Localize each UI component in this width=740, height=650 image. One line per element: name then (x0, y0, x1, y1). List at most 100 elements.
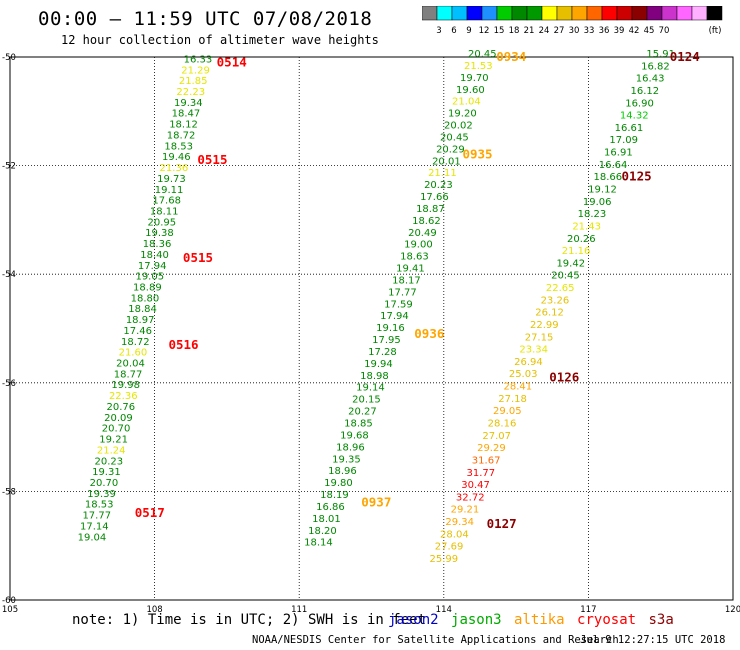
wave-height-value: 19.68 (340, 430, 369, 441)
wave-height-value: 16.82 (641, 61, 670, 72)
colorbar-label: 36 (599, 26, 610, 36)
colorbar-label: 6 (451, 26, 456, 36)
wave-height-value: 21.29 (181, 65, 210, 76)
wave-height-value: 17.77 (388, 287, 417, 298)
wave-height-value: 21.36 (160, 163, 189, 174)
wave-height-value: 19.60 (456, 85, 485, 96)
colorbar-label: 42 (629, 26, 640, 36)
pass-time-label: 0125 (622, 168, 652, 183)
legend-entry: cryosat (577, 612, 645, 628)
wave-height-value: 17.95 (372, 335, 401, 346)
wave-height-value: 17.09 (609, 135, 638, 146)
wave-height-value: 29.21 (451, 505, 480, 516)
satellite-legend: jason2 jason3 altika cryosat s3a (388, 612, 678, 628)
wave-height-value: 20.45 (468, 49, 497, 60)
wave-height-value: 17.14 (80, 521, 109, 532)
wave-height-value: 18.53 (164, 141, 193, 152)
wave-height-value: 19.11 (155, 185, 184, 196)
wave-height-value: 21.60 (119, 348, 148, 359)
legend-entry: jason3 (451, 612, 511, 628)
lon-label: 111 (291, 605, 307, 615)
wave-height-value: 20.04 (116, 359, 145, 370)
wave-height-value: 16.64 (599, 160, 628, 171)
wave-height-value: 28.41 (504, 382, 533, 393)
wave-height-value: 29.29 (477, 443, 506, 454)
wave-height-value: 21.11 (428, 168, 457, 179)
wave-height-value: 18.01 (312, 514, 341, 525)
wave-height-value: 17.66 (420, 192, 449, 203)
wave-height-value: 27.15 (525, 332, 554, 343)
colorbar-label: (ft) (709, 26, 722, 36)
wave-height-value: 18.89 (133, 282, 162, 293)
wave-height-value: 19.73 (157, 174, 186, 185)
colorbar-label: 33 (584, 26, 595, 36)
pass-time-label: 0935 (462, 147, 492, 162)
wave-height-value: 17.28 (368, 347, 397, 358)
wave-height-value: 20.95 (148, 217, 177, 228)
wave-height-value: 16.90 (625, 98, 654, 109)
wave-height-value: 17.46 (123, 326, 152, 337)
wave-height-value: 18.62 (412, 216, 441, 227)
wave-height-value: 17.68 (152, 196, 181, 207)
wave-height-value: 18.23 (578, 209, 607, 220)
wave-height-value: 17.59 (384, 299, 413, 310)
wave-height-value: 19.04 (78, 532, 107, 543)
wave-height-value: 19.31 (92, 467, 121, 478)
wave-height-value: 20.23 (424, 180, 453, 191)
wave-height-value: 16.86 (316, 502, 345, 513)
lat-label: -52 (2, 162, 16, 172)
wave-height-value: 28.04 (440, 529, 469, 540)
colorbar-label: 3 (436, 26, 441, 36)
pass-time-label: 0516 (168, 337, 198, 352)
wave-height-value: 16.43 (636, 74, 665, 85)
colorbar-swatch (706, 6, 723, 21)
wave-height-value: 16.91 (604, 148, 633, 159)
wave-height-value: 18.47 (172, 109, 201, 120)
wave-height-value: 18.14 (304, 538, 333, 549)
wave-height-value: 20.76 (107, 402, 136, 413)
wave-height-value: 19.42 (556, 258, 585, 269)
wave-height-value: 21.85 (179, 76, 208, 87)
wave-height-value: 21.24 (97, 445, 126, 456)
wave-height-value: 18.20 (308, 526, 337, 537)
wave-height-value: 21.53 (464, 61, 493, 72)
wave-height-value: 20.70 (102, 424, 131, 435)
wave-height-value: 18.12 (169, 120, 198, 131)
wave-height-value: 19.39 (87, 489, 116, 500)
wave-height-value: 20.02 (444, 121, 473, 132)
wave-height-value: 17.94 (138, 261, 167, 272)
wave-height-value: 19.16 (376, 323, 405, 334)
colorbar-label: 30 (569, 26, 580, 36)
legend-entry: altika (514, 612, 574, 628)
wave-height-value: 16.33 (184, 54, 213, 65)
pass-time-label: 0126 (549, 369, 579, 384)
wave-height-value: 20.45 (551, 271, 580, 282)
lat-label: -56 (2, 379, 16, 389)
pass-time-label: 0124 (670, 49, 700, 64)
wave-height-value: 18.98 (360, 371, 389, 382)
lat-label: -58 (2, 487, 16, 497)
wave-height-value: 20.45 (440, 132, 469, 143)
lon-label: 117 (580, 605, 596, 615)
wave-height-value: 19.35 (332, 454, 361, 465)
legend-entry: s3a (648, 612, 674, 628)
wave-height-value: 17.77 (82, 511, 111, 522)
wave-height-value: 22.99 (530, 320, 559, 331)
wave-height-value: 30.47 (461, 480, 490, 491)
wave-height-value: 18.97 (126, 315, 155, 326)
map-subtitle: 12 hour collection of altimeter wave hei… (61, 33, 379, 47)
wave-height-value: 21.04 (452, 97, 481, 108)
colorbar-label: 39 (614, 26, 625, 36)
wave-height-value: 31.67 (472, 455, 501, 466)
wave-height-value: 19.12 (588, 184, 617, 195)
colorbar-label: 21 (524, 26, 535, 36)
wave-height-value: 19.21 (99, 435, 128, 446)
units-note: note: 1) Time is in UTC; 2) SWH is in fe… (72, 612, 427, 628)
colorbar-label: 15 (494, 26, 505, 36)
pass-time-label: 0936 (414, 326, 444, 341)
wave-height-value: 16.12 (631, 86, 660, 97)
wave-height-value: 19.20 (448, 109, 477, 120)
wave-height-value: 19.94 (364, 359, 393, 370)
wave-height-value: 18.80 (131, 293, 160, 304)
